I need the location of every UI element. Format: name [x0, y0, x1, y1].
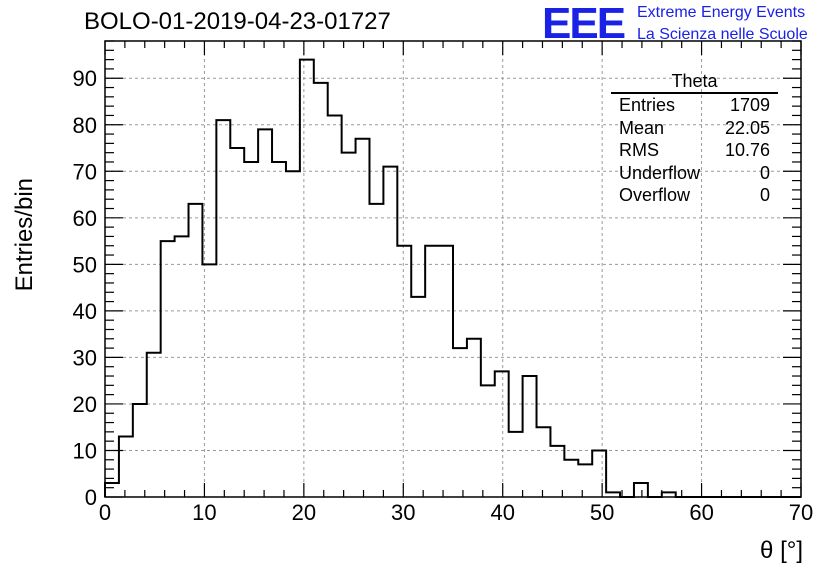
histogram-outline [104, 58, 801, 498]
x-tick-label: 70 [789, 500, 813, 525]
histogram-bin [383, 167, 397, 497]
histogram-bin [453, 348, 467, 497]
histogram-bin [495, 371, 509, 497]
stats-value: 0 [759, 162, 770, 183]
histogram-bin [523, 376, 537, 497]
y-axis-label: Entries/bin [11, 178, 38, 291]
histogram-bin [467, 339, 481, 497]
histogram-bin [189, 204, 203, 497]
stats-row: Entries 1709 [611, 94, 778, 117]
stats-row: Underflow 0 [611, 162, 778, 185]
y-tick-label: 90 [73, 66, 97, 91]
histogram-bin [258, 129, 272, 497]
histogram-bin [119, 437, 133, 497]
histogram-bin [147, 353, 161, 497]
y-tick-labels: 0 10 20 30 40 50 60 70 80 90 [73, 66, 97, 510]
stats-label: Underflow [619, 162, 701, 183]
histogram-bin [286, 171, 300, 497]
stats-title: Theta [611, 71, 778, 94]
histogram-bin [537, 427, 551, 497]
x-tick-label: 20 [292, 500, 316, 525]
x-tick-label: 60 [689, 500, 713, 525]
histogram-bin [550, 446, 564, 497]
plot-frame [104, 40, 802, 498]
stats-box: Theta Entries 1709 Mean 22.05 RMS 10.76 Underf… [611, 71, 778, 207]
y-tick-label: 40 [73, 299, 97, 324]
eee-logo: EEE [542, 0, 626, 48]
x-tick-label: 30 [391, 500, 415, 525]
histogram-bin [244, 162, 258, 497]
stats-label: RMS [619, 140, 659, 160]
stats-label: Mean [619, 117, 665, 138]
stats-value: 22.05 [724, 117, 770, 138]
histogram-bin [175, 236, 189, 497]
y-tick-label: 20 [73, 392, 97, 417]
x-tick-label: 10 [192, 500, 216, 525]
y-tick-label: 70 [73, 159, 97, 184]
histogram-bin [425, 246, 439, 497]
x-tick-labels: 0 10 20 30 40 50 60 70 [99, 500, 813, 525]
y-tick-label: 60 [73, 206, 97, 231]
stats-label: Overflow [619, 185, 691, 205]
stats-value: 0 [759, 185, 770, 205]
stats-row: RMS 10.76 [611, 139, 778, 162]
histogram-bin [578, 464, 592, 497]
y-tick-label: 0 [85, 485, 97, 510]
histogram-bin [564, 460, 578, 497]
logo-line-2: La Scienza nelle Scuole [637, 26, 808, 43]
axis-ticks [104, 40, 802, 498]
stats-row: Mean 22.05 [611, 117, 778, 140]
stats-label: Entries [619, 95, 676, 115]
logo-line-1: Extreme Energy Events [637, 4, 806, 21]
y-tick-label: 30 [73, 345, 97, 370]
histogram-bin [356, 139, 370, 497]
histogram-bin [216, 120, 230, 497]
histogram-bin [369, 204, 383, 497]
histogram-bin [230, 148, 244, 497]
histogram-bin [439, 246, 453, 497]
histogram-bin [509, 432, 523, 497]
histogram-bin [328, 115, 342, 497]
histogram-bin [342, 153, 356, 497]
histogram-bin [314, 83, 328, 497]
histogram-bin [481, 385, 495, 497]
histogram-bin [272, 162, 286, 497]
x-tick-label: 50 [590, 500, 614, 525]
histogram-bin [105, 483, 119, 497]
histogram-bin [411, 297, 425, 497]
chart-title: BOLO-01-2019-04-23-01727 [84, 8, 391, 35]
histogram-bin [592, 450, 606, 497]
stats-value: 10.76 [724, 140, 770, 160]
y-tick-label: 10 [73, 438, 97, 463]
stats-rows: Entries 1709 Mean 22.05 RMS 10.76 Underflow 0 Ov… [611, 94, 778, 207]
histogram-bin [133, 404, 147, 497]
x-axis-label: θ [°] [760, 537, 803, 564]
stats-value: 1709 [729, 95, 770, 115]
histogram-bin [397, 246, 411, 497]
histogram-bin [634, 483, 648, 497]
y-tick-label: 80 [73, 113, 97, 138]
y-tick-label: 50 [73, 252, 97, 277]
x-tick-label: 40 [490, 500, 514, 525]
stats-row: Overflow 0 [611, 184, 778, 207]
histogram-bin [161, 241, 175, 497]
grid-lines [105, 41, 801, 497]
x-tick-label: 0 [99, 500, 111, 525]
